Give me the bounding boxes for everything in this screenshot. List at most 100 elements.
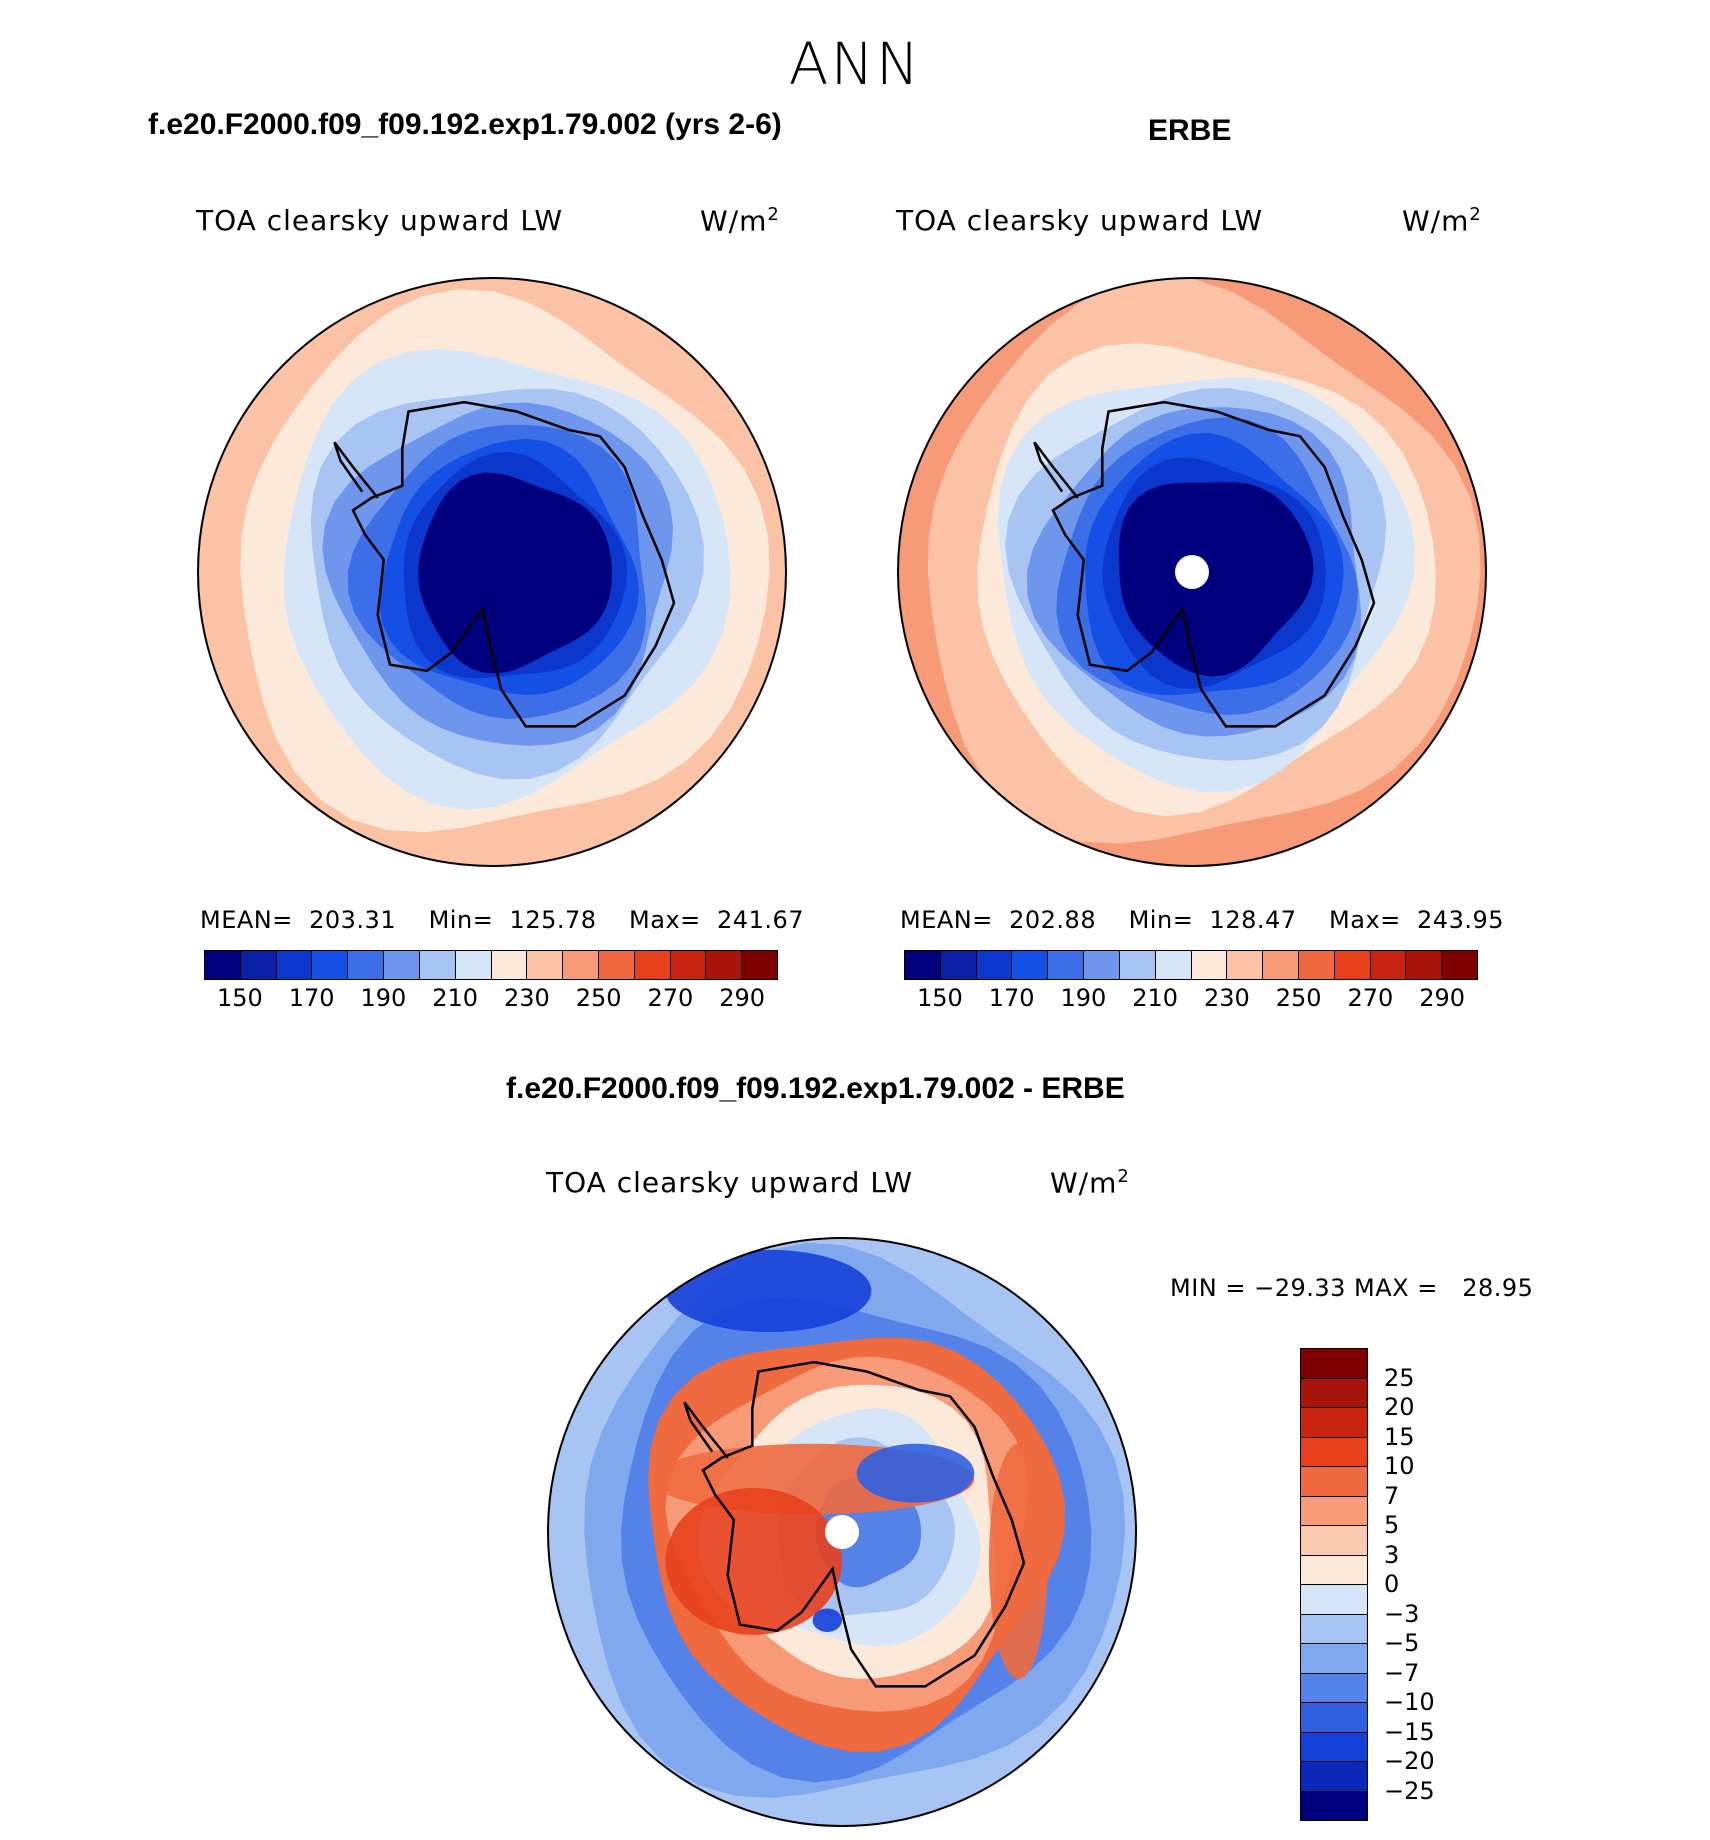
colorbar-tick-label: 230 bbox=[503, 984, 550, 1012]
anomaly-patch-5 bbox=[812, 1608, 842, 1632]
colorbar-swatch bbox=[1301, 1703, 1367, 1733]
colorbar-swatch bbox=[1227, 951, 1264, 979]
colorbar-swatch bbox=[1191, 951, 1228, 979]
panel-2-case-title: ERBE bbox=[1148, 114, 1232, 147]
colorbar-swatch bbox=[348, 951, 385, 979]
colorbar-swatch bbox=[1334, 951, 1371, 979]
colorbar-tick-label: 15 bbox=[1384, 1422, 1415, 1451]
colorbar-tick-label: 5 bbox=[1384, 1511, 1400, 1539]
panel-2-colorbar-ticks: 150 170 190 210 230 250 270 290 bbox=[904, 980, 1478, 1012]
colorbar-tick-label: 210 bbox=[1132, 984, 1179, 1012]
colorbar-tick-label: 25 bbox=[1384, 1363, 1415, 1392]
colorbar-swatch bbox=[312, 951, 349, 979]
panel-1-colorbar: 150 170 190 210 230 250 270 290 bbox=[204, 950, 778, 1012]
colorbar-tick-label: 290 bbox=[719, 984, 766, 1012]
colorbar-swatch bbox=[1301, 1437, 1367, 1467]
panel-3-variable: TOA clearsky upward LW bbox=[546, 1166, 914, 1199]
colorbar-swatch bbox=[455, 951, 492, 979]
colorbar-swatch bbox=[1301, 1644, 1367, 1674]
colorbar-swatch bbox=[1301, 1791, 1367, 1820]
colorbar-swatch bbox=[563, 951, 599, 979]
colorbar-swatch bbox=[1301, 1673, 1367, 1703]
colorbar-tick-label: 20 bbox=[1384, 1393, 1415, 1421]
panel-2-colorbar-swatches bbox=[904, 950, 1478, 980]
coastline bbox=[1051, 400, 1376, 728]
colorbar-swatch bbox=[598, 951, 635, 979]
colorbar-swatch bbox=[1119, 951, 1156, 979]
panel-1-colorbar-swatches bbox=[204, 950, 778, 980]
colorbar-swatch bbox=[1301, 1349, 1367, 1379]
panel-2-units: W/m2 bbox=[1402, 204, 1482, 238]
colorbar-tick-label: 250 bbox=[575, 984, 622, 1012]
anomaly-patch-0 bbox=[665, 1249, 872, 1333]
peninsula-coastline bbox=[333, 441, 379, 499]
colorbar-swatch bbox=[1301, 1526, 1367, 1556]
colorbar-tick-label: −15 bbox=[1384, 1717, 1435, 1746]
panel-1-map bbox=[195, 275, 789, 869]
colorbar-tick-label: −10 bbox=[1384, 1688, 1435, 1716]
colorbar-swatch bbox=[1301, 1762, 1367, 1792]
colorbar-tick-label: 270 bbox=[647, 984, 694, 1012]
map-border bbox=[897, 277, 1487, 867]
panel-1-stats: MEAN= 203.31 Min= 125.78 Max= 241.67 bbox=[200, 906, 805, 934]
peninsula-coastline bbox=[1033, 441, 1079, 499]
colorbar-swatch bbox=[1084, 951, 1120, 979]
coastline bbox=[351, 400, 676, 728]
colorbar-swatch bbox=[1301, 1555, 1367, 1585]
colorbar-swatch bbox=[1301, 1585, 1367, 1615]
panel-2-stats: MEAN= 202.88 Min= 128.47 Max= 243.95 bbox=[900, 906, 1505, 934]
panel-2-colorbar: 150 170 190 210 230 250 270 290 bbox=[904, 950, 1478, 1012]
panel-1-variable: TOA clearsky upward LW bbox=[196, 204, 564, 237]
colorbar-swatch bbox=[940, 951, 977, 979]
colorbar-swatch bbox=[1301, 1467, 1367, 1497]
colorbar-tick-label: 190 bbox=[1060, 984, 1107, 1012]
colorbar-swatch bbox=[491, 951, 528, 979]
colorbar-swatch bbox=[706, 951, 743, 979]
colorbar-tick-label: −7 bbox=[1384, 1658, 1420, 1687]
colorbar-swatch bbox=[742, 951, 777, 979]
colorbar-swatch bbox=[634, 951, 671, 979]
map-border bbox=[547, 1237, 1137, 1827]
contour-band-8 bbox=[418, 472, 613, 674]
colorbar-tick-label: 150 bbox=[916, 984, 963, 1012]
colorbar-tick-label: 7 bbox=[1384, 1481, 1400, 1510]
contour-band-9 bbox=[1118, 482, 1314, 677]
panel-1-polar-map bbox=[197, 277, 787, 867]
colorbar-swatch bbox=[1155, 951, 1192, 979]
colorbar-tick-label: 230 bbox=[1203, 984, 1250, 1012]
peninsula-coastline bbox=[683, 1401, 729, 1459]
colorbar-swatch bbox=[419, 951, 456, 979]
colorbar-swatch bbox=[1406, 951, 1443, 979]
panel-3-colorbar-ticks: 25 20 15 10 7 5 3 0 −3 −5 −7 −10 −15 −20 −25 bbox=[1384, 1348, 1464, 1808]
colorbar-tick-label: 150 bbox=[216, 984, 263, 1012]
anomaly-patch-2 bbox=[665, 1487, 842, 1635]
colorbar-swatch bbox=[240, 951, 277, 979]
colorbar-swatch bbox=[670, 951, 707, 979]
colorbar-swatch bbox=[1012, 951, 1049, 979]
anomaly-patch-4 bbox=[856, 1443, 975, 1503]
map-border bbox=[197, 277, 787, 867]
colorbar-swatch bbox=[1298, 951, 1335, 979]
colorbar-swatch bbox=[1301, 1614, 1367, 1644]
colorbar-tick-label: −20 bbox=[1384, 1747, 1435, 1775]
panel-3-units: W/m2 bbox=[1050, 1166, 1130, 1200]
coastline bbox=[701, 1360, 1026, 1688]
colorbar-swatch bbox=[1301, 1496, 1367, 1526]
colorbar-tick-label: 210 bbox=[432, 984, 479, 1012]
colorbar-swatch bbox=[1048, 951, 1085, 979]
colorbar-tick-label: −5 bbox=[1384, 1629, 1420, 1657]
colorbar-tick-label: 290 bbox=[1419, 984, 1466, 1012]
colorbar-tick-label: 3 bbox=[1384, 1540, 1400, 1569]
panel-3-stats: MIN = −29.33 MAX = 28.95 bbox=[1170, 1274, 1534, 1302]
colorbar-swatch bbox=[276, 951, 313, 979]
colorbar-tick-label: −25 bbox=[1384, 1776, 1435, 1805]
panel-1-case-title: f.e20.F2000.f09_f09.192.exp1.79.002 (yrs… bbox=[148, 108, 782, 141]
main-title: ANN bbox=[788, 30, 922, 98]
colorbar-swatch bbox=[1263, 951, 1299, 979]
colorbar-swatch bbox=[384, 951, 420, 979]
panel-1-colorbar-ticks: 150 170 190 210 230 250 270 290 bbox=[204, 980, 778, 1012]
panel-3-colorbar bbox=[1300, 1348, 1368, 1821]
colorbar-tick-label: 170 bbox=[988, 984, 1035, 1012]
colorbar-swatch bbox=[1370, 951, 1407, 979]
colorbar-swatch bbox=[976, 951, 1013, 979]
